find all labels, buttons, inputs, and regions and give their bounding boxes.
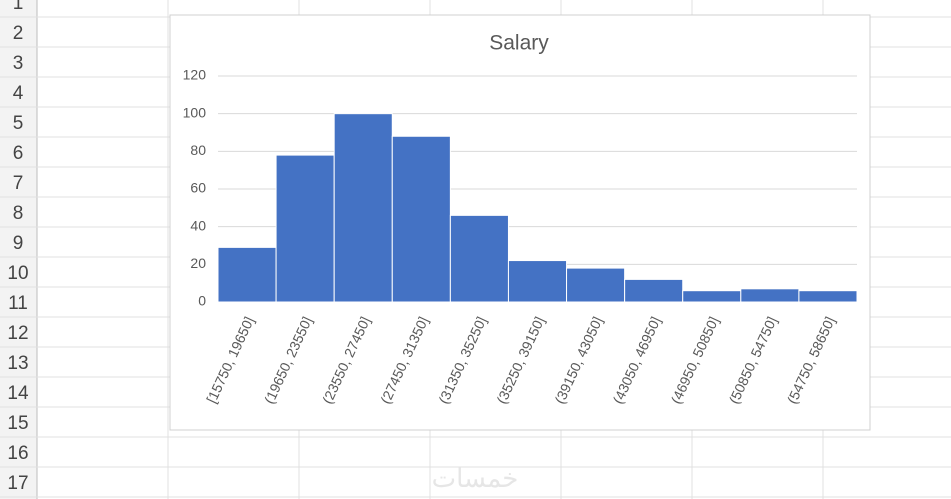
y-tick-label: 100 — [183, 104, 207, 120]
chart-title: Salary — [489, 32, 549, 55]
y-tick-label: 80 — [190, 142, 206, 158]
row-number: 1 — [13, 0, 24, 14]
bar — [624, 278, 684, 303]
row-number: 13 — [7, 353, 28, 374]
y-tick-label: 0 — [198, 293, 206, 309]
bar — [798, 290, 858, 303]
row-number: 2 — [13, 23, 24, 44]
row-number: 11 — [8, 293, 28, 314]
bar — [391, 135, 451, 303]
row-number: 5 — [13, 113, 24, 134]
row-number: 14 — [7, 383, 29, 404]
bar — [740, 288, 800, 303]
row-number: 4 — [13, 83, 24, 104]
y-tick-label: 20 — [190, 255, 206, 271]
row-number: 10 — [7, 263, 28, 284]
row-number: 7 — [13, 173, 24, 194]
row-number: 16 — [7, 443, 28, 464]
row-number: 3 — [13, 53, 24, 74]
bar — [507, 260, 568, 303]
bar — [449, 214, 509, 303]
y-tick-label: 40 — [190, 217, 206, 233]
row-number: 15 — [7, 413, 28, 434]
row-number: 8 — [13, 203, 24, 224]
bar — [682, 290, 742, 303]
row-header-column — [0, 0, 37, 499]
bar — [217, 246, 277, 303]
watermark: خمسات — [432, 463, 519, 493]
row-number: 9 — [13, 233, 24, 254]
y-tick-label: 60 — [190, 180, 206, 196]
row-number: 12 — [7, 323, 28, 344]
y-tick-label: 120 — [183, 67, 207, 83]
row-number: 6 — [13, 143, 24, 164]
bar — [333, 113, 393, 303]
row-number: 17 — [7, 473, 28, 494]
bar — [275, 154, 335, 303]
bar — [566, 267, 626, 303]
